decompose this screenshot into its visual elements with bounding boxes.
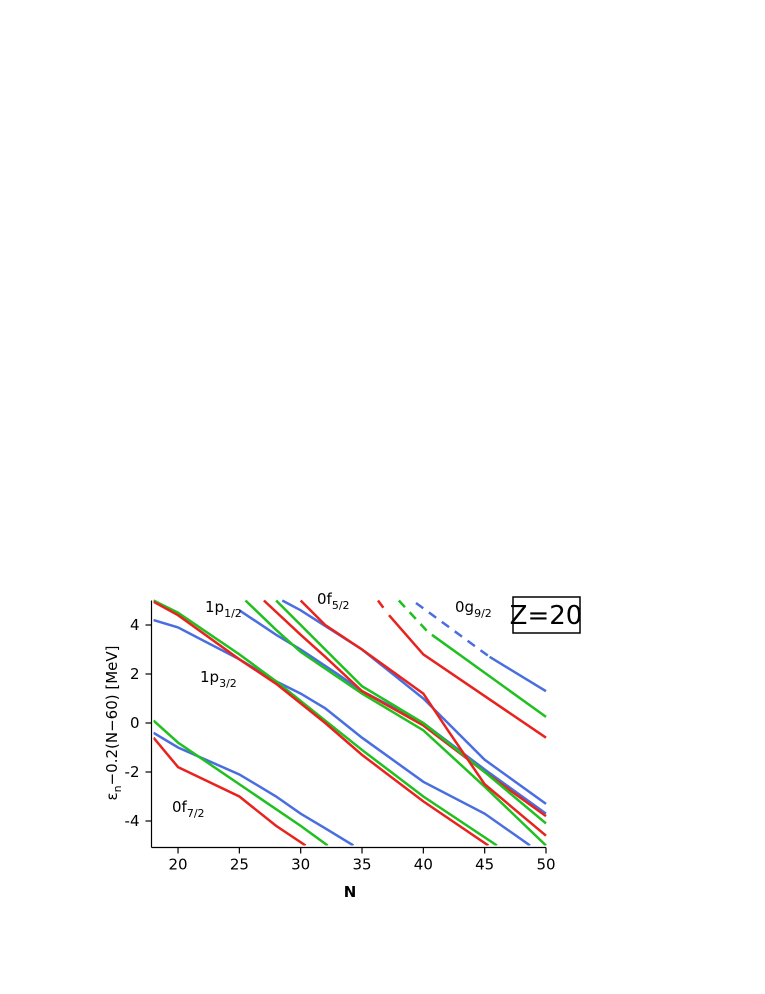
series-line	[488, 655, 547, 693]
annotation-sub: 3/2	[219, 677, 237, 690]
x-tick-label: 20	[168, 856, 187, 874]
annotation-sub: 9/2	[474, 607, 492, 620]
series-line	[244, 599, 547, 846]
series-line	[153, 618, 531, 846]
series-line	[431, 633, 547, 718]
y-label-symbol: ε	[103, 792, 121, 800]
series-line	[299, 599, 547, 837]
x-axis-label: N	[344, 883, 357, 901]
annotation: 0f7/2	[172, 798, 205, 820]
y-label-rest: −0.2(N−60) [MeV]	[103, 645, 121, 785]
x-tick-label: 50	[536, 856, 555, 874]
annotation-sub: 7/2	[187, 807, 205, 820]
series-line	[153, 719, 329, 846]
series-line	[281, 599, 547, 805]
y-tick-label: 0	[130, 714, 140, 732]
annotation: 0f5/2	[317, 590, 350, 612]
x-tick-label: 30	[291, 856, 310, 874]
y-tick-label: -4	[125, 812, 140, 830]
series-line	[388, 614, 547, 739]
annotation-text: 1p	[200, 668, 219, 686]
annotation-sub: 5/2	[332, 599, 350, 612]
series-line	[376, 599, 387, 612]
x-tick-label: 25	[230, 856, 249, 874]
annotation-text: 0g	[455, 598, 474, 616]
y-tick-label: -2	[125, 763, 140, 781]
annotation-text: 0f	[317, 590, 333, 608]
series-line	[275, 599, 547, 825]
box-frame	[512, 596, 581, 634]
annotation-text: 1p	[205, 598, 224, 616]
x-tick-label: 45	[475, 856, 494, 874]
annotation: 1p1/2	[205, 598, 242, 620]
x-tick-label: 40	[414, 856, 433, 874]
series-line	[153, 600, 490, 846]
y-label-sub: n	[111, 785, 124, 792]
box-label: Z=20	[510, 601, 583, 631]
series-line	[397, 599, 430, 634]
y-tick-label: 2	[130, 665, 140, 683]
y-axis-label: εn−0.2(N−60) [MeV]	[103, 645, 124, 800]
series-line	[153, 736, 307, 846]
y-tick-label: 4	[130, 616, 140, 634]
annotation: 0g9/2	[455, 598, 492, 620]
annotation-text: 0f	[172, 798, 188, 816]
series-line	[238, 609, 547, 815]
x-tick-label: 35	[352, 856, 371, 874]
series-line	[153, 599, 498, 846]
annotation: 1p3/2	[200, 668, 237, 690]
series-line	[153, 731, 355, 846]
annotation-sub: 1/2	[224, 607, 242, 620]
